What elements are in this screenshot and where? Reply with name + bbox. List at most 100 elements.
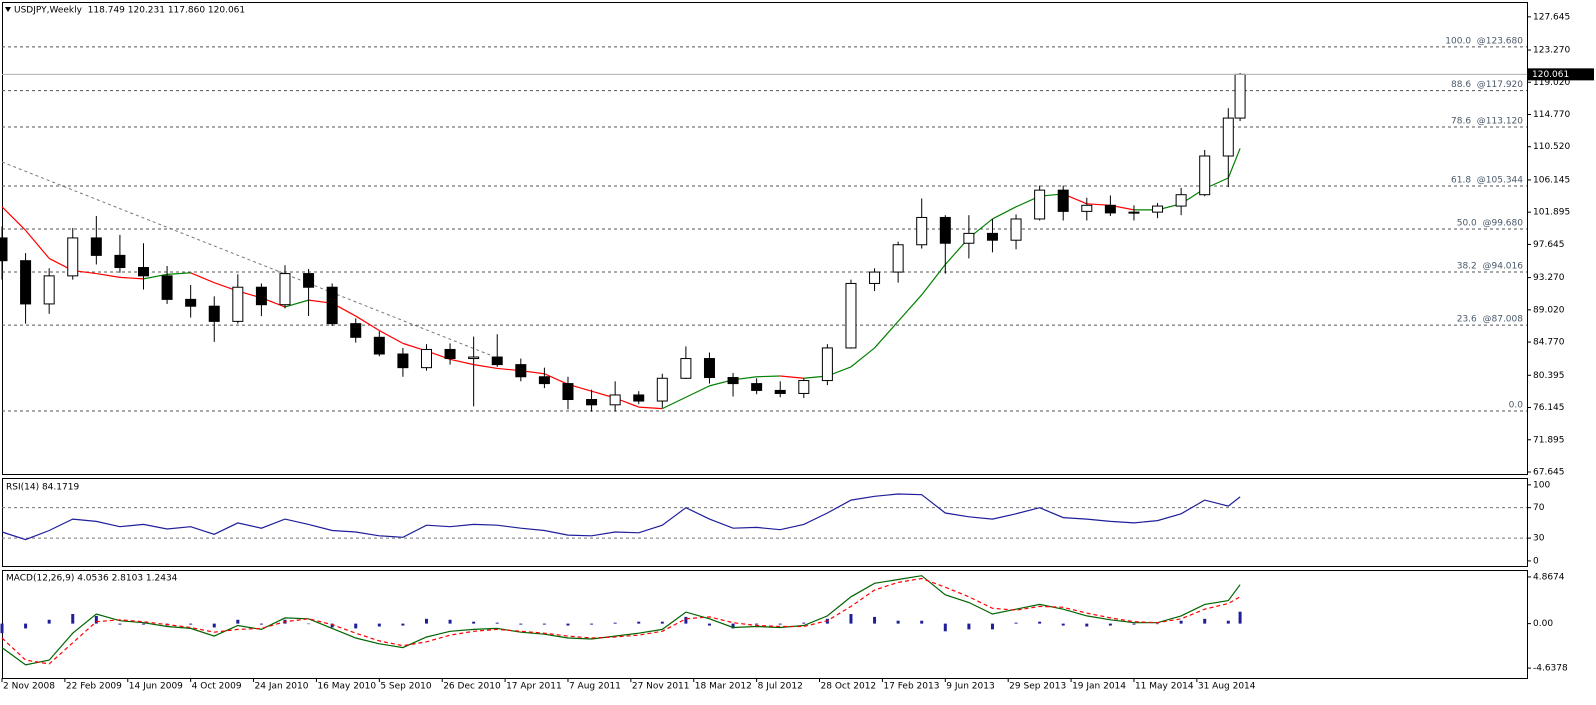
y-tick-label: 67.645 [1533,468,1565,478]
x-tick-label: 16 May 2010 [317,682,376,692]
x-tick-label: 31 Aug 2014 [1198,682,1256,692]
candle-body [656,377,668,402]
candle-body [397,353,409,369]
histogram-bar [1014,622,1018,624]
candle-body [845,282,857,349]
histogram-bar [967,623,971,630]
histogram-bar [1085,623,1089,627]
level-label: 88.6 @117.920 [1451,80,1523,90]
y-tick-label: 119.020 [1533,78,1570,88]
histogram-bar [495,622,499,624]
moving-average [25,229,50,259]
candle-body [303,273,315,288]
rsi-title: RSI(14) 84.1719 [6,483,79,493]
histogram-bar [1156,623,1160,625]
moving-average [850,347,875,368]
y-tick-label: 110.520 [1533,142,1570,152]
histogram-bar [519,623,523,625]
y-tick-label: 80.395 [1533,371,1565,381]
histogram-bar [94,615,98,624]
candle-body [20,260,32,305]
candle-body [67,237,79,277]
moving-average [685,385,710,398]
candle-body [963,232,975,244]
candle-body [255,286,267,306]
candle-body [161,275,173,300]
histogram-bar [684,616,688,624]
macd-line [1,575,1241,666]
candle-body [491,356,503,366]
candle-body [444,348,456,360]
candle-body [798,380,810,394]
histogram-bar [448,619,452,624]
histogram-bar [424,618,428,624]
y-tick-label: 30 [1533,534,1545,544]
candle-body [821,347,833,382]
candle-body [727,377,739,385]
candle-body [1128,211,1140,214]
level-label: 23.6 @87.008 [1457,315,1524,325]
histogram-bar [1203,618,1207,624]
candle-body [373,336,385,355]
moving-average [662,396,687,410]
x-tick-label: 22 Feb 2009 [66,682,122,692]
histogram-bar [542,623,546,625]
histogram-bar [141,623,145,625]
candle-body [916,216,928,246]
candle-body [869,271,881,284]
histogram-bar [1132,623,1136,625]
moving-average [119,276,144,280]
histogram-bar [1038,621,1042,624]
x-tick-label: 27 Nov 2011 [632,682,690,692]
x-tick-label: 29 Sep 2013 [1009,682,1066,692]
x-tick-label: 17 Feb 2013 [883,682,939,692]
histogram-bar [377,623,381,627]
x-tick-label: 9 Jun 2013 [946,682,994,692]
rsi-line [1,493,1241,541]
histogram-bar [896,620,900,624]
level-label: 100.0 @123.680 [1445,36,1523,46]
x-tick-label: 24 Jan 2010 [255,682,309,692]
x-tick-label: 4 Oct 2009 [192,682,242,692]
last-price-label: 120.061 [1532,70,1569,80]
candle-body [892,244,904,273]
y-tick-label: 127.645 [1533,12,1570,22]
candle-body [1081,204,1093,212]
moving-average [473,364,498,370]
chart-title: USDJPY,Weekly 118.749 120.231 117.860 12… [14,6,245,16]
y-tick-label: 0.00 [1533,619,1553,629]
histogram-bar [1108,623,1112,626]
histogram-bar [566,623,570,626]
x-tick-label: 5 Sep 2010 [380,682,432,692]
histogram-bar [1061,623,1065,626]
candle-body [751,383,763,391]
histogram-bar [990,623,994,630]
candle-body [0,237,8,262]
level-label: 38.2 @94.016 [1457,261,1524,271]
histogram-bar [472,621,476,624]
x-tick-label: 11 May 2014 [1135,682,1194,692]
y-tick-label: 114.770 [1533,110,1570,120]
y-tick-label: 101.895 [1533,208,1570,218]
histogram-bar [401,623,405,626]
moving-average [190,272,215,284]
menu-arrow[interactable] [5,7,11,12]
histogram-bar [0,623,4,634]
x-tick-label: 26 Dec 2010 [443,682,501,692]
candle-body [43,275,55,305]
y-tick-label: -4.6378 [1533,664,1568,674]
y-tick-label: 76.145 [1533,403,1565,413]
last-price-box [1528,68,1594,81]
candle-body [232,286,244,322]
histogram-bar [943,623,947,632]
candle-body [1057,189,1069,212]
histogram-bar [259,623,263,625]
histogram-bar [236,619,240,624]
y-tick-label: 84.770 [1533,338,1565,348]
moving-average [379,329,404,344]
histogram-bar [920,620,924,624]
candle-body [420,348,432,369]
candle-body [586,399,598,406]
moving-average [756,375,781,378]
